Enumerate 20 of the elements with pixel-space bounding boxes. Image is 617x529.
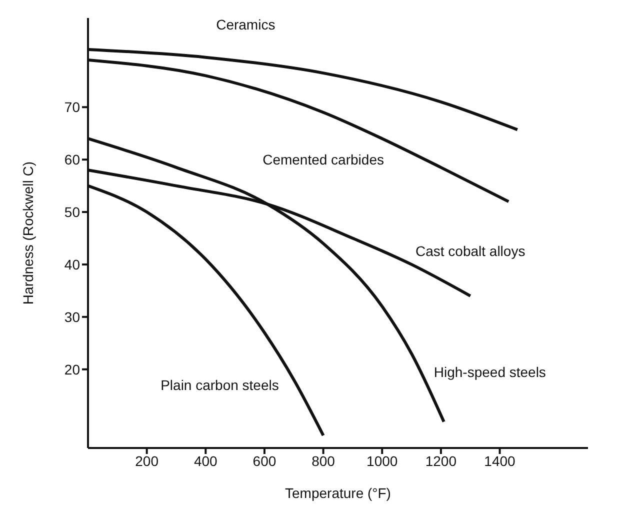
y-axis-title: Hardness (Rockwell C) <box>20 161 36 305</box>
y-tick-label: 70 <box>64 99 80 116</box>
x-tick-label: 400 <box>194 452 218 469</box>
y-tick-label: 20 <box>64 361 80 378</box>
series-label: Cast cobalt alloys <box>415 242 526 259</box>
y-tick-label: 50 <box>64 204 80 220</box>
x-tick-label: 1400 <box>484 452 516 469</box>
series-label: High-speed steels <box>434 364 546 380</box>
x-tick-label: 200 <box>135 452 159 469</box>
x-tick-label: 600 <box>252 452 276 469</box>
x-tick-label: 1000 <box>366 452 398 469</box>
series-label: Ceramics <box>216 16 276 32</box>
series-label: Plain carbon steels <box>160 376 279 393</box>
x-axis-title: Temperature (°F) <box>285 485 391 501</box>
x-tick-label: 1200 <box>425 452 457 469</box>
y-tick-label: 30 <box>64 308 80 325</box>
y-tick-label: 60 <box>64 152 80 168</box>
y-tick-label: 40 <box>64 256 80 272</box>
x-tick-label: 800 <box>312 452 336 469</box>
series-label: Cemented carbides <box>262 151 384 168</box>
